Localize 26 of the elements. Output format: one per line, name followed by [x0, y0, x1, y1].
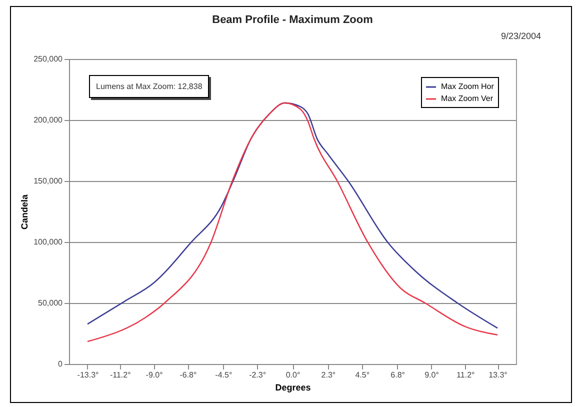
y-tick-label: 250,000 [34, 54, 64, 64]
y-tick-label: 0 [58, 360, 64, 368]
x-tick-label: -13.3° [77, 370, 99, 380]
x-tick-label: -4.5° [215, 370, 232, 380]
y-tick-label: 100,000 [34, 238, 64, 246]
text: 9/23/2004 [500, 31, 541, 41]
x-tick-label: 2.3° [321, 370, 336, 380]
x-axis-title: Degrees [275, 382, 311, 392]
annotation: Lumens at Max Zoom: 12,838 [89, 75, 210, 98]
x-tick-label: 9.0° [424, 370, 439, 380]
y-tick-label: 200,000 [34, 116, 64, 124]
x-tick-label: -11.2° [110, 370, 131, 380]
chart-title: Beam Profile - Maximum Zoom [212, 14, 374, 26]
x-tick-label: -9.0° [146, 370, 163, 380]
legend-label: Max Zoom Hor [441, 82, 494, 91]
x-tick-label: 13.3° [488, 370, 508, 380]
x-tick-label: 11.2° [456, 370, 475, 380]
y-axis-title: Candela [20, 194, 30, 230]
x-tick-label: -6.8° [180, 370, 197, 380]
x-tick-label: 6.8° [390, 370, 405, 380]
y-tick-label: 50,000 [38, 298, 64, 308]
legend-label: Max Zoom Ver [441, 94, 494, 103]
x-tick-label: 4.5° [355, 370, 370, 380]
y-tick-label: 150,000 [34, 176, 64, 186]
x-tick-label: 0.0° [286, 370, 300, 380]
x-tick-label: -2.3° [249, 370, 266, 380]
